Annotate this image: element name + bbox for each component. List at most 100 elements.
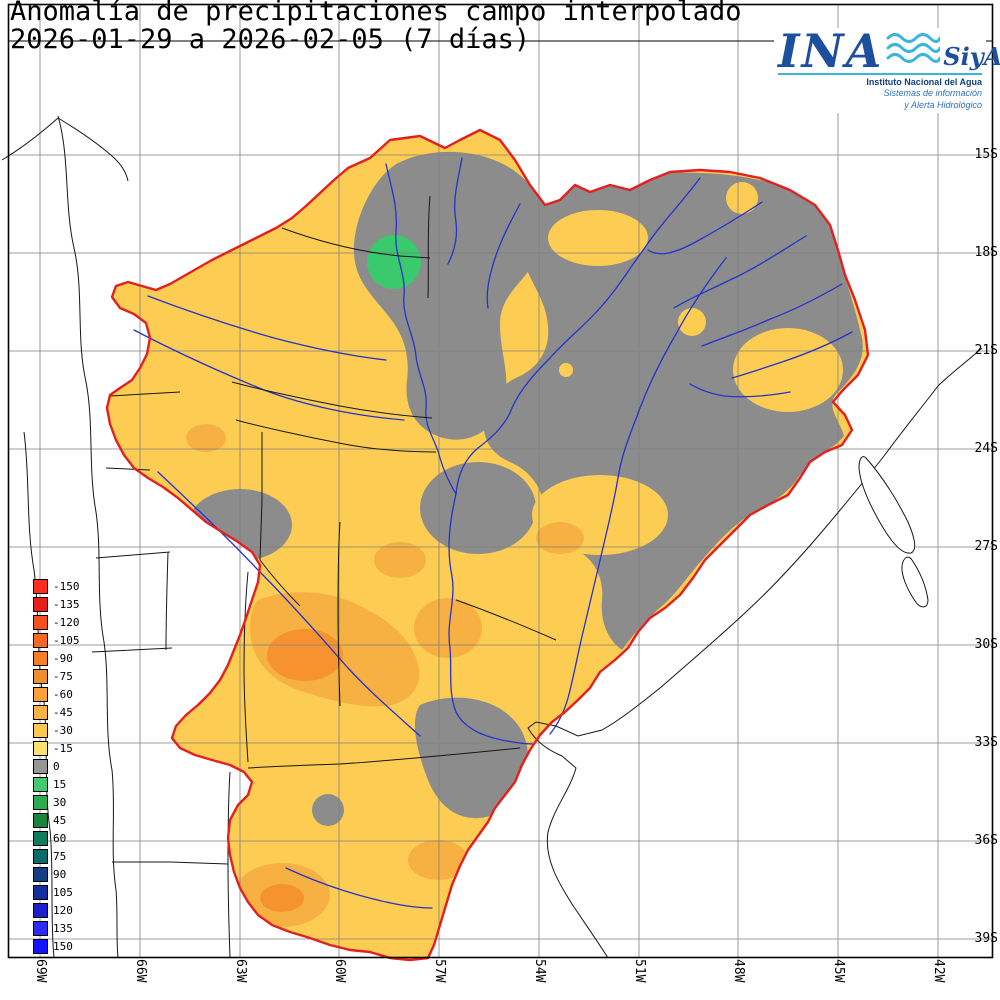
logo-subtitle-alert: y Alerta Hidrológico [904, 99, 982, 110]
legend-entry: 15 [33, 775, 80, 793]
legend-value: 60 [53, 831, 67, 845]
legend-value: 0 [53, 759, 60, 773]
legend-entry: 0 [33, 757, 80, 775]
legend-value: -45 [53, 705, 73, 719]
legend-entry: 120 [33, 901, 80, 919]
legend-value: 150 [53, 939, 73, 953]
legend-value: -30 [53, 723, 73, 737]
map-frame [7, 3, 994, 959]
river-parana-upper [455, 177, 701, 495]
legend-swatch [33, 794, 48, 810]
title-line-2: 2026-01-29 a 2026-02-05 (7 días) [10, 24, 531, 55]
logo-divider [778, 73, 982, 75]
yellow-patch [733, 328, 843, 412]
orange-patch [408, 840, 468, 880]
legend-swatch [33, 920, 48, 936]
coastal-lagoon [858, 456, 916, 554]
legend-value: -135 [53, 597, 80, 611]
legend-swatch [33, 758, 48, 774]
legend-swatch [33, 830, 48, 846]
orange-patch [374, 542, 426, 578]
river-tributary [689, 383, 791, 398]
legend-value: -120 [53, 615, 80, 629]
logo-top-row: INA SiyAH [778, 23, 1000, 78]
gray-blob-center [420, 462, 536, 554]
legend-swatch [33, 596, 48, 612]
province-border [91, 391, 181, 653]
legend-entry: 75 [33, 847, 80, 865]
country-border-northwest [1, 117, 59, 161]
gray-blob-north [353, 151, 547, 440]
legend-value: 45 [53, 813, 67, 827]
yellow-patch [548, 210, 648, 266]
legend-entry: -150 [33, 577, 80, 595]
river-tributary [731, 331, 853, 379]
legend-swatch [33, 686, 48, 702]
legend-swatch [33, 740, 48, 756]
legend-value: 105 [53, 885, 73, 899]
province-border [112, 771, 231, 959]
legend-swatch [33, 578, 48, 594]
legend-entry: 30 [33, 793, 80, 811]
legend-value: 15 [53, 777, 67, 791]
legend-swatch [33, 902, 48, 918]
orange-patch [536, 522, 584, 554]
legend-value: 75 [53, 849, 67, 863]
legend-entry: 150 [33, 937, 80, 955]
country-border-paraguay [427, 195, 431, 299]
river-parana-lower [448, 493, 533, 745]
river-tributary [701, 283, 843, 347]
country-border-chile [57, 115, 119, 959]
legend-value: -90 [53, 651, 73, 665]
logo-subtitle-institute: Instituto Nacional del Agua [866, 77, 982, 87]
gray-blob-south [414, 697, 528, 819]
legend-value: 120 [53, 903, 73, 917]
legend-entry: -60 [33, 685, 80, 703]
river-tributary [486, 203, 521, 309]
river-tributary [647, 201, 763, 255]
legend-swatch [33, 722, 48, 738]
coastal-lagoon [901, 556, 929, 608]
legend-swatch [33, 650, 48, 666]
title-line-1: Anomalía de precipitaciones campo interp… [10, 0, 742, 27]
legend-entry: -45 [33, 703, 80, 721]
country-border-west [23, 431, 55, 959]
province-border [259, 432, 301, 607]
river-salado [157, 471, 421, 737]
yellow-patch [678, 308, 706, 336]
legend-swatch [33, 938, 48, 954]
logo-siyah-text: SiyAH [943, 42, 1000, 71]
legend-entry: -135 [33, 595, 80, 613]
legend-swatch [33, 848, 48, 864]
river-tributary [673, 235, 807, 309]
legend-entry: -30 [33, 721, 80, 739]
legend-value: -105 [53, 633, 80, 647]
gray-blob-small [312, 794, 344, 826]
orange-patch [414, 598, 482, 658]
legend-swatch [33, 668, 48, 684]
country-border-bolivia-paraguay [281, 227, 431, 259]
legend-value: -150 [53, 579, 80, 593]
logo-ina-text: INA [778, 23, 884, 78]
grid-layer [8, 4, 993, 958]
yellow-patch [726, 182, 758, 214]
legend-entry: 105 [33, 883, 80, 901]
legend-swatch [33, 866, 48, 882]
map-title: Anomalía de precipitaciones campo interp… [10, 0, 742, 54]
river-uruguay [549, 257, 727, 735]
legend-value: 30 [53, 795, 67, 809]
legend-entry: 90 [33, 865, 80, 883]
orange-deep-patch [267, 629, 343, 681]
orange-deep-patch [260, 884, 304, 912]
province-border [231, 381, 433, 419]
legend-entry: -15 [33, 739, 80, 757]
province-border [235, 419, 437, 453]
legend-entry: -90 [33, 649, 80, 667]
coastline [527, 347, 983, 959]
legend-entry: -120 [33, 613, 80, 631]
green-patch [367, 235, 421, 289]
legend-value: -75 [53, 669, 73, 683]
province-border [243, 571, 249, 763]
river-tributary [447, 157, 463, 265]
